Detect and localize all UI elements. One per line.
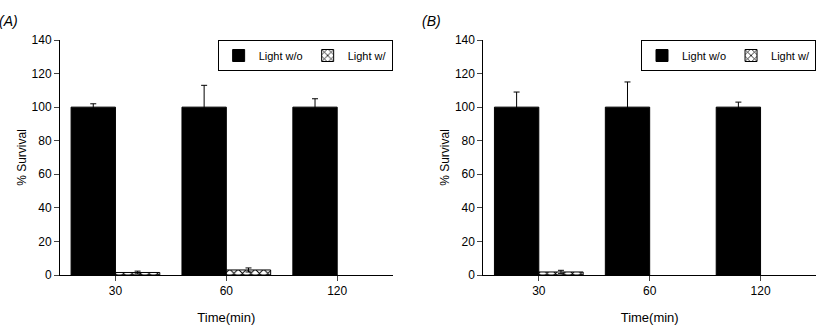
svg-text:0: 0 [468, 268, 475, 282]
svg-text:(A): (A) [0, 13, 18, 29]
svg-text:140: 140 [32, 33, 52, 47]
svg-text:120: 120 [32, 67, 52, 81]
svg-text:Time(min): Time(min) [621, 310, 679, 325]
svg-text:60: 60 [38, 167, 52, 181]
svg-text:Light w/: Light w/ [348, 50, 387, 62]
svg-text:80: 80 [462, 134, 476, 148]
svg-text:80: 80 [38, 134, 52, 148]
svg-text:Time(min): Time(min) [197, 310, 255, 325]
svg-text:% Survival: % Survival [438, 129, 452, 186]
svg-text:60: 60 [220, 284, 234, 298]
svg-text:(B): (B) [422, 13, 441, 29]
svg-text:20: 20 [38, 235, 52, 249]
svg-text:60: 60 [462, 167, 476, 181]
svg-text:% Survival: % Survival [15, 129, 29, 186]
svg-text:60: 60 [643, 284, 657, 298]
svg-text:30: 30 [532, 284, 546, 298]
svg-text:40: 40 [462, 201, 476, 215]
svg-text:20: 20 [462, 235, 476, 249]
svg-text:120: 120 [455, 67, 475, 81]
svg-text:30: 30 [109, 284, 123, 298]
svg-text:40: 40 [38, 201, 52, 215]
svg-text:100: 100 [455, 100, 475, 114]
svg-text:Light w/o: Light w/o [682, 50, 726, 62]
svg-text:120: 120 [327, 284, 347, 298]
svg-text:120: 120 [751, 284, 771, 298]
svg-text:Light w/: Light w/ [771, 50, 810, 62]
svg-text:140: 140 [455, 33, 475, 47]
svg-text:100: 100 [32, 100, 52, 114]
svg-text:0: 0 [45, 268, 52, 282]
svg-text:Light w/o: Light w/o [259, 50, 303, 62]
